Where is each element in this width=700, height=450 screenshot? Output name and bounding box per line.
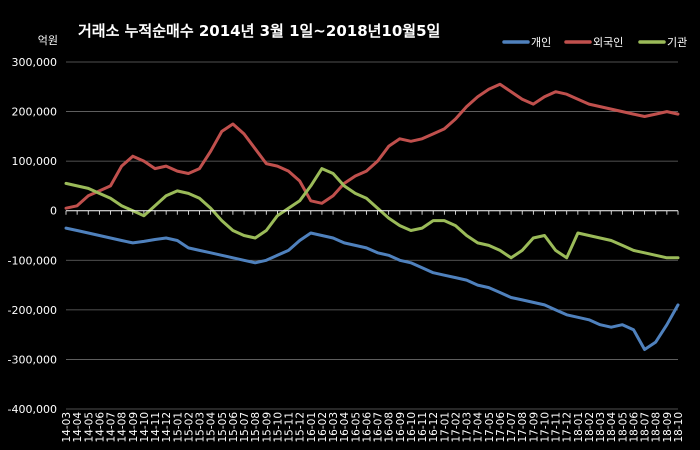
legend-label: 기관 bbox=[667, 36, 687, 49]
x-tick-label: 15-10 bbox=[272, 412, 284, 443]
x-tick-label: 15-01 bbox=[172, 412, 184, 443]
x-tick-label: 18-07 bbox=[640, 412, 652, 443]
x-axis-tick-labels: 14-03 14-04 14-05 14-06 14-07 14-08 14-09 14-10… bbox=[61, 210, 685, 443]
x-tick-label: 18-03 bbox=[595, 412, 607, 443]
x-tick-label: 18-06 bbox=[628, 412, 640, 443]
chart-title: 거래소 누적순매수 2014년 3월 1일~2018년10월5일 bbox=[78, 22, 440, 40]
y-axis-unit-label: 억원 bbox=[38, 34, 58, 47]
x-tick-label: 17-06 bbox=[495, 412, 507, 443]
x-tick-label: 18-01 bbox=[573, 412, 585, 443]
x-tick-label: 16-05 bbox=[350, 412, 362, 443]
x-tick-label: 17-11 bbox=[551, 412, 563, 443]
x-tick-label: 16-08 bbox=[384, 412, 396, 443]
x-tick-label: 14-07 bbox=[106, 412, 118, 443]
x-tick-label: 15-11 bbox=[284, 412, 296, 443]
series-line bbox=[64, 226, 680, 351]
x-tick-label: 15-09 bbox=[261, 412, 273, 443]
y-tick-label: -200,000 bbox=[8, 304, 57, 317]
x-tick-label: 17-04 bbox=[473, 412, 485, 443]
x-tick-label: 16-11 bbox=[417, 412, 429, 443]
x-tick-label: 15-06 bbox=[228, 412, 240, 443]
x-tick-label: 17-02 bbox=[450, 412, 462, 443]
y-axis-tick-labels: 300,000 200,000 100,000 0 -100,000 -200,000 -3… bbox=[8, 56, 57, 416]
x-tick-label: 15-04 bbox=[206, 412, 218, 443]
x-tick-label: 17-08 bbox=[517, 412, 529, 443]
legend-label: 개인 bbox=[531, 36, 551, 49]
legend: 개인 외국인 기관 bbox=[502, 36, 687, 49]
x-tick-label: 18-09 bbox=[662, 412, 674, 443]
gridlines bbox=[66, 61, 678, 410]
y-tick-label: -400,000 bbox=[8, 403, 57, 416]
x-tick-label: 15-08 bbox=[250, 412, 262, 443]
x-tick-label: 14-09 bbox=[128, 412, 140, 443]
x-tick-label: 17-03 bbox=[462, 412, 474, 443]
x-tick-label: 16-01 bbox=[306, 412, 318, 443]
x-tick-label: 16-03 bbox=[328, 412, 340, 443]
x-tick-label: 16-09 bbox=[395, 412, 407, 443]
y-tick-label: -300,000 bbox=[8, 353, 57, 366]
y-tick-label: 100,000 bbox=[12, 155, 58, 168]
y-tick-label: 200,000 bbox=[12, 106, 58, 119]
x-tick-label: 14-10 bbox=[139, 412, 151, 443]
x-tick-label: 16-12 bbox=[428, 412, 440, 443]
x-tick-label: 16-10 bbox=[406, 412, 418, 443]
x-tick-label: 18-10 bbox=[673, 412, 685, 443]
x-tick-label: 14-03 bbox=[61, 412, 73, 443]
x-tick-label: 14-04 bbox=[72, 412, 84, 443]
y-tick-label: 300,000 bbox=[12, 56, 58, 69]
x-tick-label: 14-12 bbox=[161, 412, 173, 443]
x-tick-label: 15-03 bbox=[195, 412, 207, 443]
x-tick-label: 18-04 bbox=[606, 412, 618, 443]
x-tick-label: 16-04 bbox=[339, 412, 351, 443]
x-tick-label: 17-10 bbox=[539, 412, 551, 443]
x-tick-label: 17-07 bbox=[506, 412, 518, 443]
x-tick-label: 15-12 bbox=[295, 412, 307, 443]
x-tick-label: 14-11 bbox=[150, 412, 162, 443]
x-tick-label: 17-12 bbox=[562, 412, 574, 443]
x-tick-label: 17-09 bbox=[528, 412, 540, 443]
series-lines bbox=[64, 82, 680, 351]
x-tick-label: 17-01 bbox=[439, 412, 451, 443]
legend-label: 외국인 bbox=[593, 36, 623, 49]
x-tick-label: 14-08 bbox=[117, 412, 129, 443]
x-tick-label: 17-05 bbox=[484, 412, 496, 443]
series-line bbox=[64, 82, 680, 210]
y-tick-label: 0 bbox=[50, 205, 57, 218]
x-tick-label: 15-05 bbox=[217, 412, 229, 443]
x-tick-label: 18-05 bbox=[617, 412, 629, 443]
y-tick-label: -100,000 bbox=[8, 254, 57, 267]
x-tick-label: 15-07 bbox=[239, 412, 251, 443]
x-tick-label: 16-07 bbox=[373, 412, 385, 443]
x-tick-label: 14-05 bbox=[83, 412, 95, 443]
x-tick-label: 15-02 bbox=[183, 412, 195, 443]
x-tick-label: 18-08 bbox=[651, 412, 663, 443]
series-line bbox=[64, 167, 680, 260]
x-tick-label: 18-02 bbox=[584, 412, 596, 443]
x-tick-label: 16-02 bbox=[317, 412, 329, 443]
x-tick-label: 16-06 bbox=[361, 412, 373, 443]
x-tick-label: 14-06 bbox=[94, 412, 106, 443]
